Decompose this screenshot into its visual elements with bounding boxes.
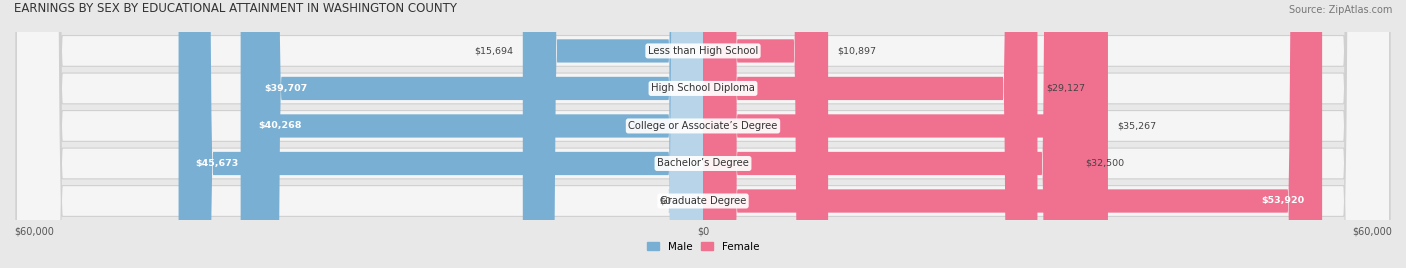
Text: Bachelor’s Degree: Bachelor’s Degree [657, 158, 749, 169]
Text: $53,920: $53,920 [1261, 196, 1305, 206]
Text: $39,707: $39,707 [264, 84, 308, 93]
FancyBboxPatch shape [703, 0, 1076, 268]
FancyBboxPatch shape [17, 0, 1389, 268]
FancyBboxPatch shape [17, 0, 1389, 268]
Text: $0: $0 [659, 196, 671, 206]
Text: $15,694: $15,694 [475, 46, 513, 55]
Text: $40,268: $40,268 [257, 121, 301, 131]
FancyBboxPatch shape [703, 0, 1108, 268]
Text: $35,267: $35,267 [1118, 121, 1156, 131]
FancyBboxPatch shape [247, 0, 703, 268]
Text: $60,000: $60,000 [1353, 226, 1392, 237]
FancyBboxPatch shape [703, 0, 1038, 268]
FancyBboxPatch shape [703, 0, 1322, 268]
FancyBboxPatch shape [179, 0, 703, 268]
Legend: Male, Female: Male, Female [643, 237, 763, 256]
FancyBboxPatch shape [523, 0, 703, 268]
Text: High School Diploma: High School Diploma [651, 83, 755, 94]
Text: $10,897: $10,897 [838, 46, 876, 55]
Text: Graduate Degree: Graduate Degree [659, 196, 747, 206]
FancyBboxPatch shape [17, 0, 1389, 268]
Text: $29,127: $29,127 [1046, 84, 1085, 93]
Text: EARNINGS BY SEX BY EDUCATIONAL ATTAINMENT IN WASHINGTON COUNTY: EARNINGS BY SEX BY EDUCATIONAL ATTAINMEN… [14, 2, 457, 15]
Text: $60,000: $60,000 [14, 226, 53, 237]
FancyBboxPatch shape [17, 0, 1389, 268]
Text: College or Associate’s Degree: College or Associate’s Degree [628, 121, 778, 131]
FancyBboxPatch shape [17, 0, 1389, 268]
Text: Source: ZipAtlas.com: Source: ZipAtlas.com [1288, 5, 1392, 15]
Text: $32,500: $32,500 [1085, 159, 1125, 168]
FancyBboxPatch shape [669, 0, 709, 268]
Text: $45,673: $45,673 [195, 159, 239, 168]
FancyBboxPatch shape [240, 0, 703, 268]
Text: $0: $0 [697, 226, 709, 237]
FancyBboxPatch shape [703, 0, 828, 268]
Text: Less than High School: Less than High School [648, 46, 758, 56]
